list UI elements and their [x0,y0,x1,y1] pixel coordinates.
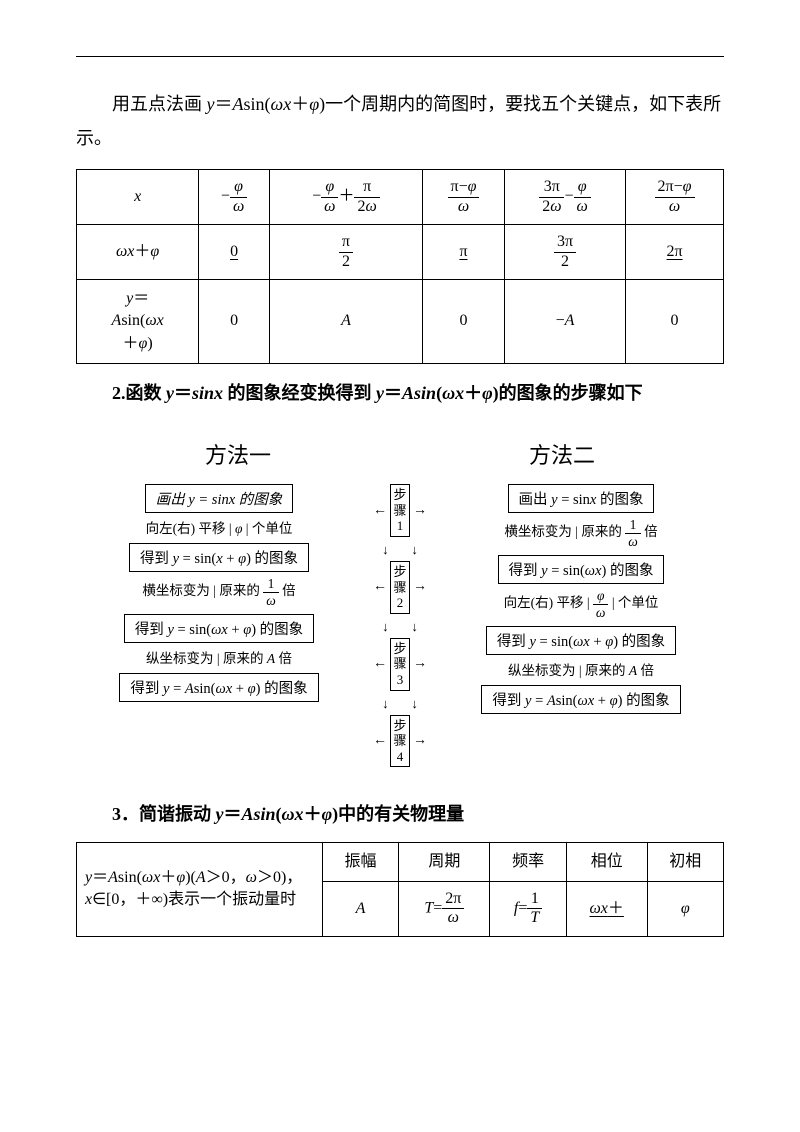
flow-box: 得到 y = sin(x + φ) 的图象 [129,543,309,572]
step-box: 步骤4 [390,715,410,768]
cell: −φω＋π2ω [269,170,422,225]
method-two-title: 方法二 [529,438,595,470]
heading-3: 3．简谐振动 y＝Asin(ωx＋φ)中的有关物理量 [76,797,724,831]
cell: 振幅 [322,842,398,881]
arrow-icon: ←步骤1→ [370,484,430,537]
physics-table: y＝Asin(ωx＋φ)(A＞0，ω＞0)， x∈[0，＋∞)表示一个振动量时 … [76,842,724,937]
cell: 周期 [399,842,490,881]
flow-box: 得到 y = Asin(ωx + φ) 的图象 [119,673,318,702]
cell: 2π−φω [626,170,724,225]
step-box: 步骤3 [390,638,410,691]
cell: π2 [269,225,422,280]
flow-caption: 向左(右) 平移 | φ | 个单位 [144,513,295,543]
physics-desc-line1: y＝Asin(ωx＋φ)(A＞0，ω＞0)， [85,869,302,886]
arrow-icon: ←步骤3→ [370,638,430,691]
five-point-table: x −φω −φω＋π2ω π−φω 3π2ω−φω 2π−φω ωx＋φ 0 … [76,169,724,364]
cell: −A [504,279,625,363]
method-one-title: 方法一 [205,438,271,470]
cell: A [322,882,398,937]
flow-left-col: 画出 y = sinx 的图象 向左(右) 平移 | φ | 个单位 得到 y … [76,484,362,767]
flow-center-col: ←步骤1→ ↓ ↓ ←步骤2→ ↓ ↓ ←步骤3→ ↓ ↓ ←步骤4→ [370,484,430,767]
physics-left-cell: y＝Asin(ωx＋φ)(A＞0，ω＞0)， x∈[0，＋∞)表示一个振动量时 [77,842,323,936]
cell: ωx＋ [566,882,647,937]
flow-box: 画出 y = sinx 的图象 [508,484,655,513]
flow-box: 得到 y = sin(ωx + φ) 的图象 [486,626,676,655]
flow-caption: 向左(右) 平移 | φω | 个单位 [502,584,661,626]
step-box: 步骤2 [390,561,410,614]
physics-desc-line2: x∈[0，＋∞)表示一个振动量时 [85,891,296,908]
down-arrow-icon: ↓ ↓ [382,691,418,715]
cell: 初相 [647,842,723,881]
cell: 0 [199,279,270,363]
cell: −φω [199,170,270,225]
flowchart: 画出 y = sinx 的图象 向左(右) 平移 | φ | 个单位 得到 y … [76,484,724,767]
cell: T=2πω [399,882,490,937]
arrow-icon: ←步骤4→ [370,715,430,768]
table-row: ωx＋φ 0 π2 π 3π2 2π [77,225,724,280]
table-row: y＝Asin(ωx＋φ)(A＞0，ω＞0)， x∈[0，＋∞)表示一个振动量时 … [77,842,724,881]
cell: φ [647,882,723,937]
top-rule [76,56,724,57]
flow-right-col: 画出 y = sinx 的图象 横坐标变为 | 原来的 1ω 倍 得到 y = … [438,484,724,767]
flow-box: 得到 y = Asin(ωx + φ) 的图象 [481,685,680,714]
cell: 0 [423,279,505,363]
intro-text: 用五点法画 y＝Asin(ωx＋φ)一个周期内的简图时，要找五个关键点，如下表所… [76,94,721,148]
cell-y-label: y＝Asin(ωx＋φ) [77,279,199,363]
cell: 频率 [490,842,566,881]
cell: π [423,225,505,280]
down-arrow-icon: ↓ ↓ [382,537,418,561]
cell-phase-label: ωx＋φ [77,225,199,280]
cell: A [269,279,422,363]
cell: 2π [626,225,724,280]
cell: 0 [199,225,270,280]
cell: 0 [626,279,724,363]
flow-box: 得到 y = sin(ωx + φ) 的图象 [124,614,314,643]
cell-x-label: x [77,170,199,225]
cell: 相位 [566,842,647,881]
flow-box: 画出 y = sinx 的图象 [145,484,294,513]
cell: 3π2 [504,225,625,280]
arrow-icon: ←步骤2→ [370,561,430,614]
cell: f=1T [490,882,566,937]
flow-box: 得到 y = sin(ωx) 的图象 [498,555,665,584]
cell: π−φω [423,170,505,225]
table-row: y＝Asin(ωx＋φ) 0 A 0 −A 0 [77,279,724,363]
heading-2: 2.函数 y＝sinx 的图象经变换得到 y＝Asin(ωx＋φ)的图象的步骤如… [76,376,724,410]
methods-header: 方法一 方法二 [76,438,724,470]
down-arrow-icon: ↓ ↓ [382,614,418,638]
flow-caption: 横坐标变为 | 原来的 1ω 倍 [140,572,297,614]
cell: 3π2ω−φω [504,170,625,225]
flow-caption: 横坐标变为 | 原来的 1ω 倍 [502,513,659,555]
intro-paragraph: 用五点法画 y＝Asin(ωx＋φ)一个周期内的简图时，要找五个关键点，如下表所… [76,87,724,155]
flow-caption: 纵坐标变为 | 原来的 A 倍 [144,643,294,673]
step-box: 步骤1 [390,484,410,537]
flow-caption: 纵坐标变为 | 原来的 A 倍 [506,655,656,685]
table-row: x −φω −φω＋π2ω π−φω 3π2ω−φω 2π−φω [77,170,724,225]
